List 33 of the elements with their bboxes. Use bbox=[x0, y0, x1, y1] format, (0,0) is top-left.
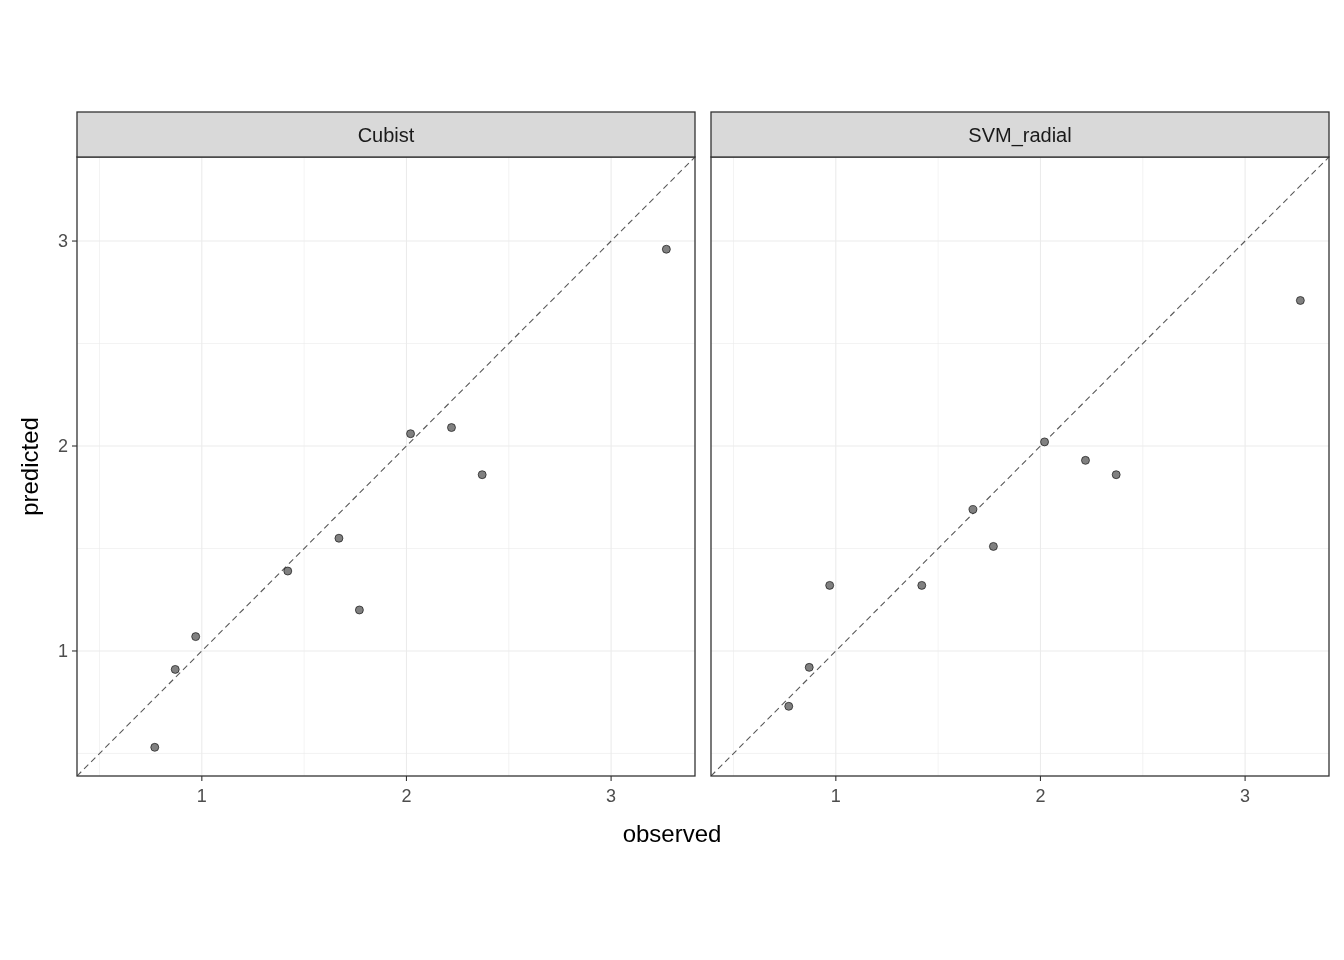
point bbox=[406, 429, 415, 439]
y-axis-title: predicted bbox=[16, 417, 43, 516]
x-tick-label: 1 bbox=[196, 786, 207, 806]
point bbox=[989, 542, 998, 551]
x-axis-title: observed bbox=[622, 820, 722, 847]
point bbox=[662, 244, 671, 254]
point bbox=[447, 423, 456, 432]
point bbox=[825, 581, 834, 590]
point bbox=[917, 581, 927, 590]
point bbox=[355, 605, 364, 615]
chart-title: Cubist bbox=[357, 124, 415, 146]
x-tick-label: 2 bbox=[1035, 786, 1046, 806]
y-tick-label: 2 bbox=[57, 436, 68, 456]
point bbox=[1296, 296, 1305, 305]
point bbox=[804, 663, 814, 672]
x-tick-label: 3 bbox=[1240, 786, 1251, 806]
point bbox=[170, 665, 180, 674]
point bbox=[283, 566, 293, 576]
point bbox=[191, 632, 200, 641]
point bbox=[1111, 470, 1121, 479]
point bbox=[334, 533, 344, 543]
y-tick-label: 3 bbox=[57, 231, 68, 252]
point bbox=[1081, 456, 1090, 465]
y-tick-label: 1 bbox=[57, 640, 68, 661]
point bbox=[477, 470, 487, 479]
point bbox=[1040, 437, 1049, 447]
point bbox=[784, 702, 794, 711]
x-tick-label: 2 bbox=[401, 786, 412, 806]
chart-title: SVM_radial bbox=[968, 124, 1072, 147]
x-tick-label: 3 bbox=[606, 786, 617, 806]
point bbox=[150, 743, 160, 752]
x-tick-label: 1 bbox=[830, 786, 841, 806]
point bbox=[968, 505, 978, 514]
